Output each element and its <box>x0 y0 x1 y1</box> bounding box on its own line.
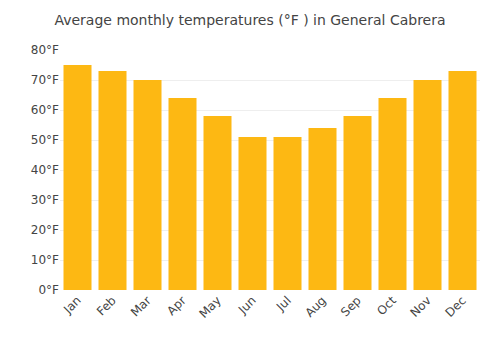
svg-text:50°F: 50°F <box>31 133 59 147</box>
svg-text:40°F: 40°F <box>31 163 59 177</box>
svg-text:Aug: Aug <box>302 293 328 319</box>
svg-text:80°F: 80°F <box>31 43 59 57</box>
svg-text:Average monthly temperatures (: Average monthly temperatures (°F ) in Ge… <box>54 12 445 28</box>
svg-text:30°F: 30°F <box>31 193 59 207</box>
svg-text:Feb: Feb <box>94 293 119 318</box>
svg-text:Jul: Jul <box>273 293 294 314</box>
svg-text:Oct: Oct <box>374 293 399 318</box>
svg-text:Nov: Nov <box>407 293 433 319</box>
svg-text:Apr: Apr <box>164 293 189 318</box>
svg-text:Mar: Mar <box>128 293 154 319</box>
svg-text:60°F: 60°F <box>31 103 59 117</box>
svg-text:20°F: 20°F <box>31 223 59 237</box>
svg-text:Jun: Jun <box>235 293 259 317</box>
svg-text:Jan: Jan <box>60 293 84 317</box>
svg-text:0°F: 0°F <box>38 283 59 297</box>
svg-text:May: May <box>196 293 223 320</box>
svg-text:10°F: 10°F <box>31 253 59 267</box>
svg-text:70°F: 70°F <box>31 73 59 87</box>
svg-text:Sep: Sep <box>338 293 364 319</box>
svg-text:Dec: Dec <box>443 293 469 319</box>
